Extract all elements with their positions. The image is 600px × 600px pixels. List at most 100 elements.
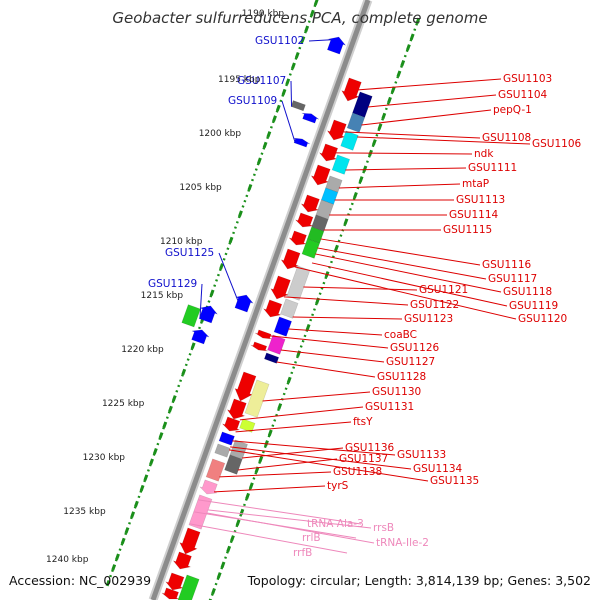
ruler-tick xyxy=(271,120,275,124)
ruler-tick xyxy=(165,416,169,419)
gene-label: GSU1109 xyxy=(228,95,277,107)
ruler-tick xyxy=(156,442,160,446)
leader-line xyxy=(219,471,332,478)
ruler-tick xyxy=(403,54,407,58)
gene-label: GSU1126 xyxy=(390,342,440,354)
ruler-tick xyxy=(367,155,371,158)
leader-line xyxy=(218,252,239,301)
ruler-tick xyxy=(267,429,273,436)
ruler-tick xyxy=(214,582,218,586)
ruler-tick xyxy=(118,548,122,551)
gene-feature xyxy=(290,100,306,112)
ruler-tick xyxy=(303,334,307,338)
ruler-tick xyxy=(396,75,400,79)
ruler-tick xyxy=(120,537,126,545)
ruler-tick xyxy=(386,102,390,105)
leader-line xyxy=(237,458,338,471)
gene-feature xyxy=(267,334,286,355)
ruler-tick xyxy=(277,408,280,412)
ruler-tick xyxy=(324,276,328,280)
ruler-tick xyxy=(181,368,187,376)
leader-line xyxy=(320,238,481,266)
ruler-tick xyxy=(406,44,411,51)
gene-label: GSU1137 xyxy=(339,453,388,465)
gene-feature xyxy=(214,443,231,458)
ruler-tick xyxy=(129,516,133,520)
leader-line xyxy=(357,136,531,145)
ruler-tick xyxy=(235,524,239,528)
gene-feature xyxy=(172,551,192,570)
gene-feature xyxy=(301,238,320,259)
ruler-tick xyxy=(235,221,239,224)
ruler-tick xyxy=(400,59,406,67)
gene-label: GSU1115 xyxy=(443,224,492,236)
ruler-tick xyxy=(120,543,124,546)
ruler-tick xyxy=(245,194,249,198)
gene-feature xyxy=(280,248,301,270)
ruler-tick xyxy=(266,131,272,138)
gene-label: GSU1107 xyxy=(237,75,286,87)
ruler-tick xyxy=(365,160,369,163)
leader-line xyxy=(280,349,385,363)
ruler-tick xyxy=(245,492,250,500)
gene-feature xyxy=(205,458,226,482)
ruler-tick xyxy=(241,205,245,208)
leader-line xyxy=(230,446,412,470)
ruler-tick xyxy=(358,176,364,183)
leader-line xyxy=(343,131,481,139)
ruler-tick xyxy=(149,458,154,465)
ruler-tick xyxy=(343,218,349,225)
leader-line xyxy=(235,421,352,433)
leader-line xyxy=(232,440,396,456)
ruler-tick xyxy=(228,242,232,245)
gene-label: GSU1108 xyxy=(482,132,531,144)
gene-feature xyxy=(244,379,270,418)
leader-line xyxy=(292,316,403,320)
ruler-tick xyxy=(228,236,234,244)
ruler-tick xyxy=(262,141,268,149)
ruler-tick xyxy=(271,424,275,427)
gene-label: rrsB xyxy=(373,522,394,534)
ruler-tick xyxy=(269,125,273,129)
ruler-ticks xyxy=(105,0,421,600)
ruler-tick xyxy=(362,165,368,172)
ruler-tick xyxy=(313,308,316,311)
ruler-tick xyxy=(377,123,383,130)
gene-feature xyxy=(301,112,320,124)
leader-line xyxy=(207,509,372,529)
gene-label: tRNA-Ala-3 xyxy=(307,518,364,530)
ruler-tick xyxy=(152,453,156,456)
leader-line xyxy=(288,328,383,336)
gene-feature xyxy=(226,398,247,420)
ruler-tick xyxy=(415,17,421,25)
ruler-tick xyxy=(396,70,402,77)
ruler-tick xyxy=(130,511,136,518)
gene-feature xyxy=(250,341,268,352)
ruler-tick xyxy=(264,440,269,447)
leader-line xyxy=(262,391,371,402)
ruler-tick xyxy=(298,46,302,50)
leader-line xyxy=(199,283,203,318)
genome-backbone xyxy=(150,0,371,600)
ruler-tick xyxy=(148,463,152,467)
ruler-tick xyxy=(305,323,311,331)
ruler-tick xyxy=(220,566,224,570)
gene-label: GSU1106 xyxy=(532,138,582,150)
ruler-tick xyxy=(304,25,310,32)
ruler-tick xyxy=(128,521,131,525)
gene-feature xyxy=(218,431,235,446)
ruler-tick xyxy=(285,83,288,87)
ruler-tick xyxy=(190,347,194,351)
ruler-tick xyxy=(234,226,237,229)
gene-label: GSU1134 xyxy=(413,463,463,475)
ruler-tick xyxy=(137,495,141,499)
ruler-tick xyxy=(186,358,190,361)
ruler-tick xyxy=(215,279,218,282)
gene-label: GSU1116 xyxy=(482,259,532,271)
leader-line xyxy=(229,449,429,482)
ruler-tick xyxy=(226,545,232,553)
ruler-tick xyxy=(267,434,271,438)
ruler-tick xyxy=(309,318,313,322)
ruler-tick xyxy=(279,99,283,103)
gene-labels: GSU1102 GSU1107 GSU1109 GSU1125 GSU1129 tRNA-… xyxy=(148,35,582,559)
